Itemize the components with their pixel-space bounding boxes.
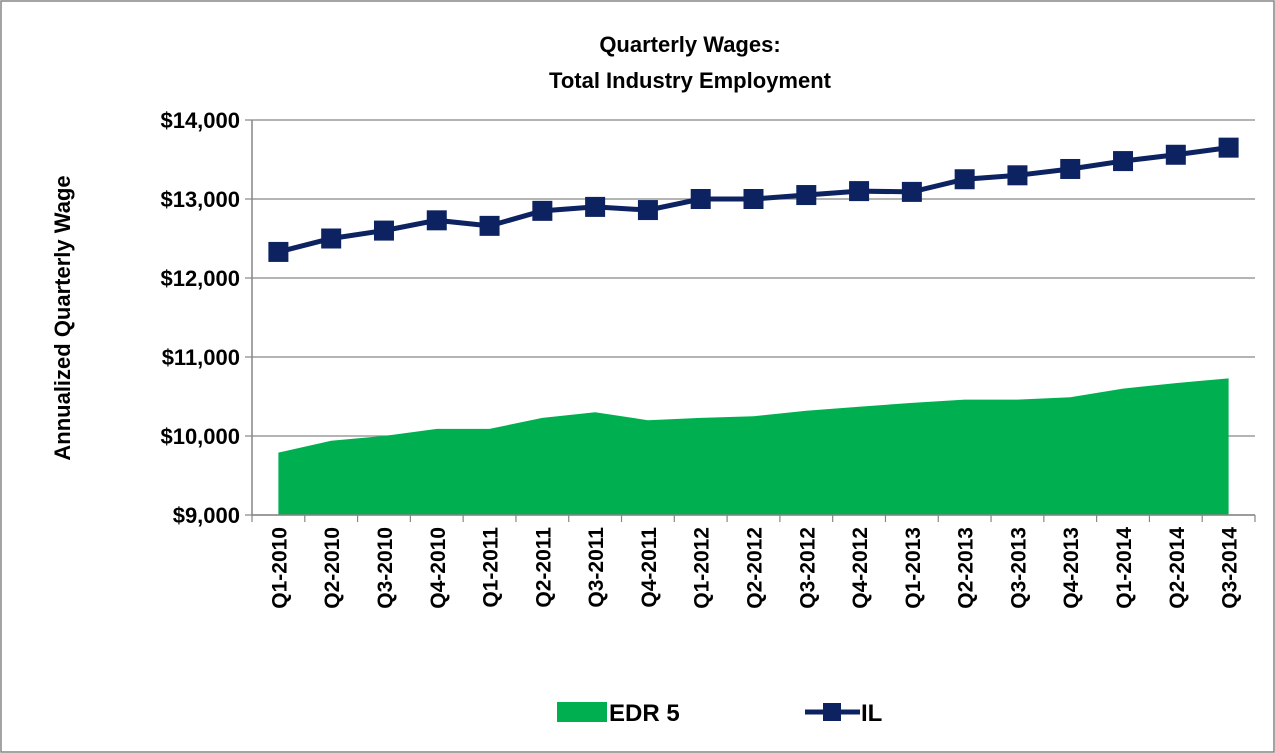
y-tick-label: $13,000 [160,187,240,212]
marker [1218,137,1239,158]
chart-title-line: Quarterly Wages: [599,32,780,57]
x-tick-label: Q1-2010 [268,527,291,609]
marker [954,169,975,190]
y-tick-label: $12,000 [160,266,240,291]
x-tick-label: Q2-2011 [532,527,555,608]
legend-swatch [557,702,607,722]
x-tick-label: Q1-2011 [480,527,503,608]
marker [1060,158,1081,179]
x-tick-label: Q2-2013 [955,527,978,609]
marker [479,215,500,236]
y-axis-label: Annualized Quarterly Wage [50,175,75,460]
marker [796,185,817,206]
y-tick-label: $10,000 [160,424,240,449]
x-tick-label: Q2-2010 [321,527,344,609]
x-tick-label: Q2-2012 [744,527,767,609]
y-tick-label: $11,000 [162,345,240,370]
marker [637,200,658,221]
x-tick-label: Q3-2012 [796,527,819,609]
x-tick-label: Q4-2010 [427,527,450,609]
marker [426,210,447,231]
x-tick-label: Q1-2013 [902,527,925,609]
marker [373,220,394,241]
marker [532,200,553,221]
marker [268,241,289,262]
legend-label: IL [861,700,882,727]
x-tick-label: Q1-2014 [1113,527,1136,609]
marker [1165,144,1186,165]
x-tick-label: Q3-2013 [1007,527,1030,609]
x-tick-label: Q3-2010 [374,527,397,609]
x-tick-label: Q3-2011 [585,527,608,608]
y-tick-label: $14,000 [160,108,240,133]
chart-title-line: Total Industry Employment [549,68,832,93]
area [278,378,1229,515]
marker [743,189,764,209]
marker [1007,165,1028,186]
marker [901,181,922,202]
x-tick-label: Q1-2012 [691,527,714,609]
legend-label: EDR 5 [609,700,680,727]
x-tick-label: Q4-2012 [849,527,872,609]
marker [585,196,606,217]
x-tick-label: Q3-2014 [1219,527,1242,609]
x-tick-label: Q4-2013 [1060,527,1083,609]
x-tick-label: Q2-2014 [1166,527,1189,609]
marker [321,228,342,249]
x-tick-label: Q4-2011 [638,527,661,608]
y-tick-label: $9,000 [173,503,240,528]
marker [1113,151,1134,172]
legend-swatch [823,703,841,721]
marker [849,181,870,202]
marker [690,189,711,209]
